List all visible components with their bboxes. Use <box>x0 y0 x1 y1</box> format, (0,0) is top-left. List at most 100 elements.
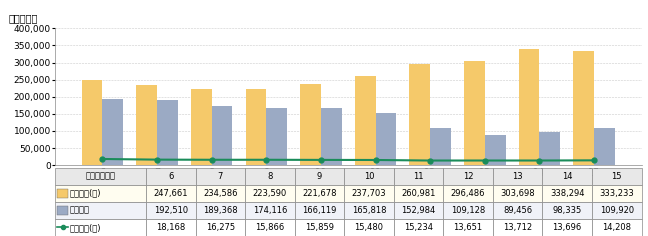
Bar <box>196 168 245 185</box>
Bar <box>355 76 376 165</box>
Text: 15,234: 15,234 <box>404 223 433 232</box>
Text: 年次: 年次 <box>630 190 642 200</box>
Bar <box>321 109 341 165</box>
Bar <box>146 168 196 185</box>
Text: 13: 13 <box>513 172 523 181</box>
Bar <box>136 85 157 165</box>
Bar <box>196 202 245 219</box>
Text: 247,661: 247,661 <box>154 189 188 198</box>
Text: 9: 9 <box>317 172 322 181</box>
Bar <box>58 189 68 198</box>
Text: 13,651: 13,651 <box>454 223 483 232</box>
Text: 認知件数(件): 認知件数(件) <box>70 189 101 198</box>
Bar <box>540 131 561 165</box>
Bar <box>196 219 245 236</box>
Bar <box>191 89 212 165</box>
Text: 7: 7 <box>218 172 223 181</box>
Bar <box>344 202 394 219</box>
Text: 152,984: 152,984 <box>401 206 435 215</box>
Bar <box>82 80 102 165</box>
Text: 223,590: 223,590 <box>253 189 287 198</box>
Bar <box>519 49 540 165</box>
Text: 11: 11 <box>413 172 424 181</box>
Bar <box>430 128 451 165</box>
Bar <box>443 219 493 236</box>
Bar <box>573 51 594 165</box>
Text: 338,294: 338,294 <box>550 189 584 198</box>
Bar <box>592 202 642 219</box>
Text: 237,703: 237,703 <box>352 189 386 198</box>
Bar <box>300 84 321 165</box>
Bar <box>376 113 397 165</box>
Bar <box>344 185 394 202</box>
Bar <box>443 185 493 202</box>
Text: 333,233: 333,233 <box>599 189 634 198</box>
Bar <box>245 219 295 236</box>
Bar <box>55 168 146 185</box>
Bar <box>344 219 394 236</box>
Bar <box>542 168 592 185</box>
Bar <box>493 168 542 185</box>
Bar <box>55 219 146 236</box>
Text: 6: 6 <box>168 172 174 181</box>
Bar <box>592 219 642 236</box>
Bar <box>394 185 443 202</box>
Bar <box>493 219 542 236</box>
Bar <box>55 202 146 219</box>
Text: 296,486: 296,486 <box>451 189 485 198</box>
Bar <box>295 168 344 185</box>
Bar <box>394 202 443 219</box>
Bar <box>594 128 615 165</box>
Bar <box>245 168 295 185</box>
Text: 15,480: 15,480 <box>354 223 384 232</box>
Bar <box>410 64 430 165</box>
Bar <box>542 202 592 219</box>
Bar <box>146 202 196 219</box>
Bar <box>246 89 266 165</box>
Bar <box>592 185 642 202</box>
Text: 区分　　年次: 区分 年次 <box>86 172 115 181</box>
Text: 14: 14 <box>562 172 572 181</box>
Text: 109,920: 109,920 <box>599 206 634 215</box>
Bar <box>344 168 394 185</box>
Bar <box>266 108 287 165</box>
Bar <box>58 206 68 215</box>
Text: 13,712: 13,712 <box>503 223 532 232</box>
Text: 260,981: 260,981 <box>401 189 435 198</box>
Bar <box>394 168 443 185</box>
Bar <box>157 100 178 165</box>
Bar <box>102 99 123 165</box>
Text: 10: 10 <box>364 172 375 181</box>
Bar <box>485 135 505 165</box>
Bar <box>196 185 245 202</box>
Text: 192,510: 192,510 <box>154 206 188 215</box>
Text: 16,275: 16,275 <box>206 223 235 232</box>
Text: 98,335: 98,335 <box>553 206 582 215</box>
Text: 検挙件数: 検挙件数 <box>70 206 89 215</box>
Text: 18,168: 18,168 <box>156 223 185 232</box>
Y-axis label: （件、人）: （件、人） <box>8 13 38 23</box>
Bar <box>542 219 592 236</box>
Text: 8: 8 <box>267 172 273 181</box>
Bar <box>493 185 542 202</box>
Bar <box>55 185 146 202</box>
Text: 15,866: 15,866 <box>255 223 284 232</box>
Text: 14,208: 14,208 <box>602 223 631 232</box>
Bar <box>245 185 295 202</box>
Text: 234,586: 234,586 <box>203 189 238 198</box>
Bar <box>212 106 233 165</box>
Bar <box>394 219 443 236</box>
Bar <box>464 61 485 165</box>
Bar <box>146 219 196 236</box>
Text: 検挙人員(人): 検挙人員(人) <box>70 223 101 232</box>
Text: 189,368: 189,368 <box>203 206 238 215</box>
Bar <box>146 185 196 202</box>
Bar <box>542 185 592 202</box>
Bar <box>295 219 344 236</box>
Text: 166,119: 166,119 <box>302 206 336 215</box>
Text: 15,859: 15,859 <box>305 223 334 232</box>
Text: 109,128: 109,128 <box>451 206 485 215</box>
Text: 13,696: 13,696 <box>553 223 582 232</box>
Bar <box>493 202 542 219</box>
Text: 303,698: 303,698 <box>500 189 535 198</box>
